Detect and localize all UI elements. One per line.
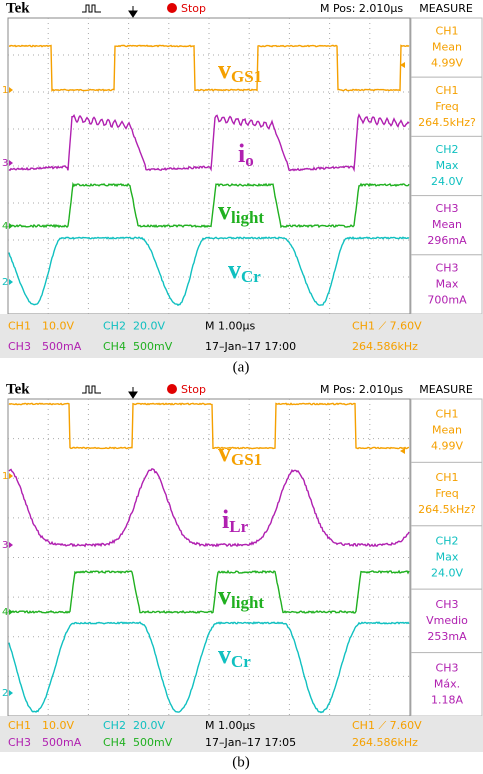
measure-text: CH3 [436, 202, 459, 215]
label-sub: GS1 [231, 67, 262, 86]
caption: (b) [232, 754, 250, 770]
label-sub: Cr [241, 267, 261, 286]
channel-marker: 3 [2, 540, 8, 551]
channel-marker: 4 [2, 221, 8, 232]
status-text: M 1.00µs [205, 719, 255, 732]
acquire-icon [82, 5, 101, 12]
measure-text: Freq [435, 487, 459, 500]
status-text: 10.0V [42, 319, 74, 332]
measure-text: Mean [432, 218, 462, 231]
status-text: 264.586kHz [352, 340, 418, 353]
status-text: 17–Jan–17 17:05 [205, 736, 296, 749]
status: Stop [181, 383, 206, 396]
label-sub: GS1 [231, 450, 262, 469]
position: M Pos: 2.010µs [320, 2, 403, 15]
status-text: 500mV [133, 736, 173, 749]
scope-panel: TekStopM Pos: 2.010µsMEASURE1342vGS1iLrv… [0, 381, 483, 770]
measure-text: CH2 [436, 535, 459, 548]
measure-text: 264.5kHz? [418, 116, 476, 129]
position: M Pos: 2.010µs [320, 383, 403, 396]
measure-text: 1.18A [431, 693, 463, 706]
status-text: CH1 ⟋ 7.60V [352, 319, 422, 332]
channel-marker: 2 [2, 688, 8, 699]
status-text: 10.0V [42, 719, 74, 732]
measure-text: Freq [435, 100, 459, 113]
label-main: v [218, 196, 231, 225]
status-text: 17–Jan–17 17:00 [205, 340, 296, 353]
status-text: M 1.00µs [205, 319, 255, 332]
measure-text: 4.99V [431, 440, 463, 453]
measure-text: Max [436, 277, 459, 290]
measure-text: Max [436, 159, 459, 172]
measure-title: MEASURE [419, 2, 473, 15]
status-text: 20.0V [133, 319, 165, 332]
label-main: v [218, 438, 231, 467]
trigger-arrow [129, 387, 137, 398]
label-sub: light [231, 593, 264, 612]
stop-dot [167, 384, 177, 394]
label-main: i [222, 505, 229, 534]
status-text: CH2 [103, 319, 126, 332]
caption: (a) [233, 359, 250, 375]
status-text: 500mA [42, 340, 82, 353]
measure-text: 296mA [427, 234, 467, 247]
measure-text: CH3 [436, 598, 459, 611]
measure-title: MEASURE [419, 383, 473, 396]
label-sub: Lr [229, 517, 248, 536]
brand: Tek [6, 381, 30, 397]
status-text: 500mA [42, 736, 82, 749]
status-text: CH3 [8, 736, 31, 749]
label-sub: Cr [231, 652, 251, 671]
measure-text: CH1 [436, 471, 459, 484]
measure-text: Mean [432, 41, 462, 54]
label-sub: light [231, 208, 264, 227]
figure: TekStopM Pos: 2.010µsMEASURE1342vGS1iovl… [0, 0, 483, 774]
status-text: CH1 [8, 319, 31, 332]
channel-marker: 4 [2, 607, 8, 618]
measure-text: Vmedio [426, 614, 468, 627]
status-text: 20.0V [133, 719, 165, 732]
channel-marker: 1 [2, 85, 8, 96]
measure-text: 264.5kHz? [418, 503, 476, 516]
measure-text: 253mA [427, 630, 467, 643]
trigger-arrow [129, 6, 137, 17]
brand: Tek [6, 0, 30, 16]
status-text: CH1 ⟋ 7.60V [352, 719, 422, 732]
channel-marker: 1 [2, 471, 8, 482]
label-sub: o [245, 151, 254, 170]
stop-dot [167, 3, 177, 13]
channel-marker: 3 [2, 158, 8, 169]
measure-text: 700mA [427, 293, 467, 306]
status: Stop [181, 2, 206, 15]
measure-text: CH1 [436, 25, 459, 38]
measure-text: 24.0V [431, 567, 463, 580]
measure-text: 24.0V [431, 175, 463, 188]
label-main: v [228, 255, 241, 284]
measure-text: CH2 [436, 143, 459, 156]
measure-text: 4.99V [431, 57, 463, 70]
measure-text: CH1 [436, 408, 459, 421]
label-main: v [218, 55, 231, 84]
status-text: CH1 [8, 719, 31, 732]
measure-text: Max [436, 551, 459, 564]
label-main: v [218, 581, 231, 610]
status-text: CH4 [103, 736, 126, 749]
measure-text: Máx. [434, 677, 460, 690]
measure-text: Mean [432, 424, 462, 437]
status-text: CH2 [103, 719, 126, 732]
measure-text: CH3 [436, 661, 459, 674]
acquire-icon [82, 386, 101, 393]
measure-text: CH1 [436, 84, 459, 97]
status-text: 264.586kHz [352, 736, 418, 749]
status-text: CH4 [103, 340, 126, 353]
label-main: i [238, 139, 245, 168]
status-text: CH3 [8, 340, 31, 353]
channel-marker: 2 [2, 277, 8, 288]
measure-text: CH3 [436, 261, 459, 274]
status-text: 500mV [133, 340, 173, 353]
label-main: v [218, 640, 231, 669]
